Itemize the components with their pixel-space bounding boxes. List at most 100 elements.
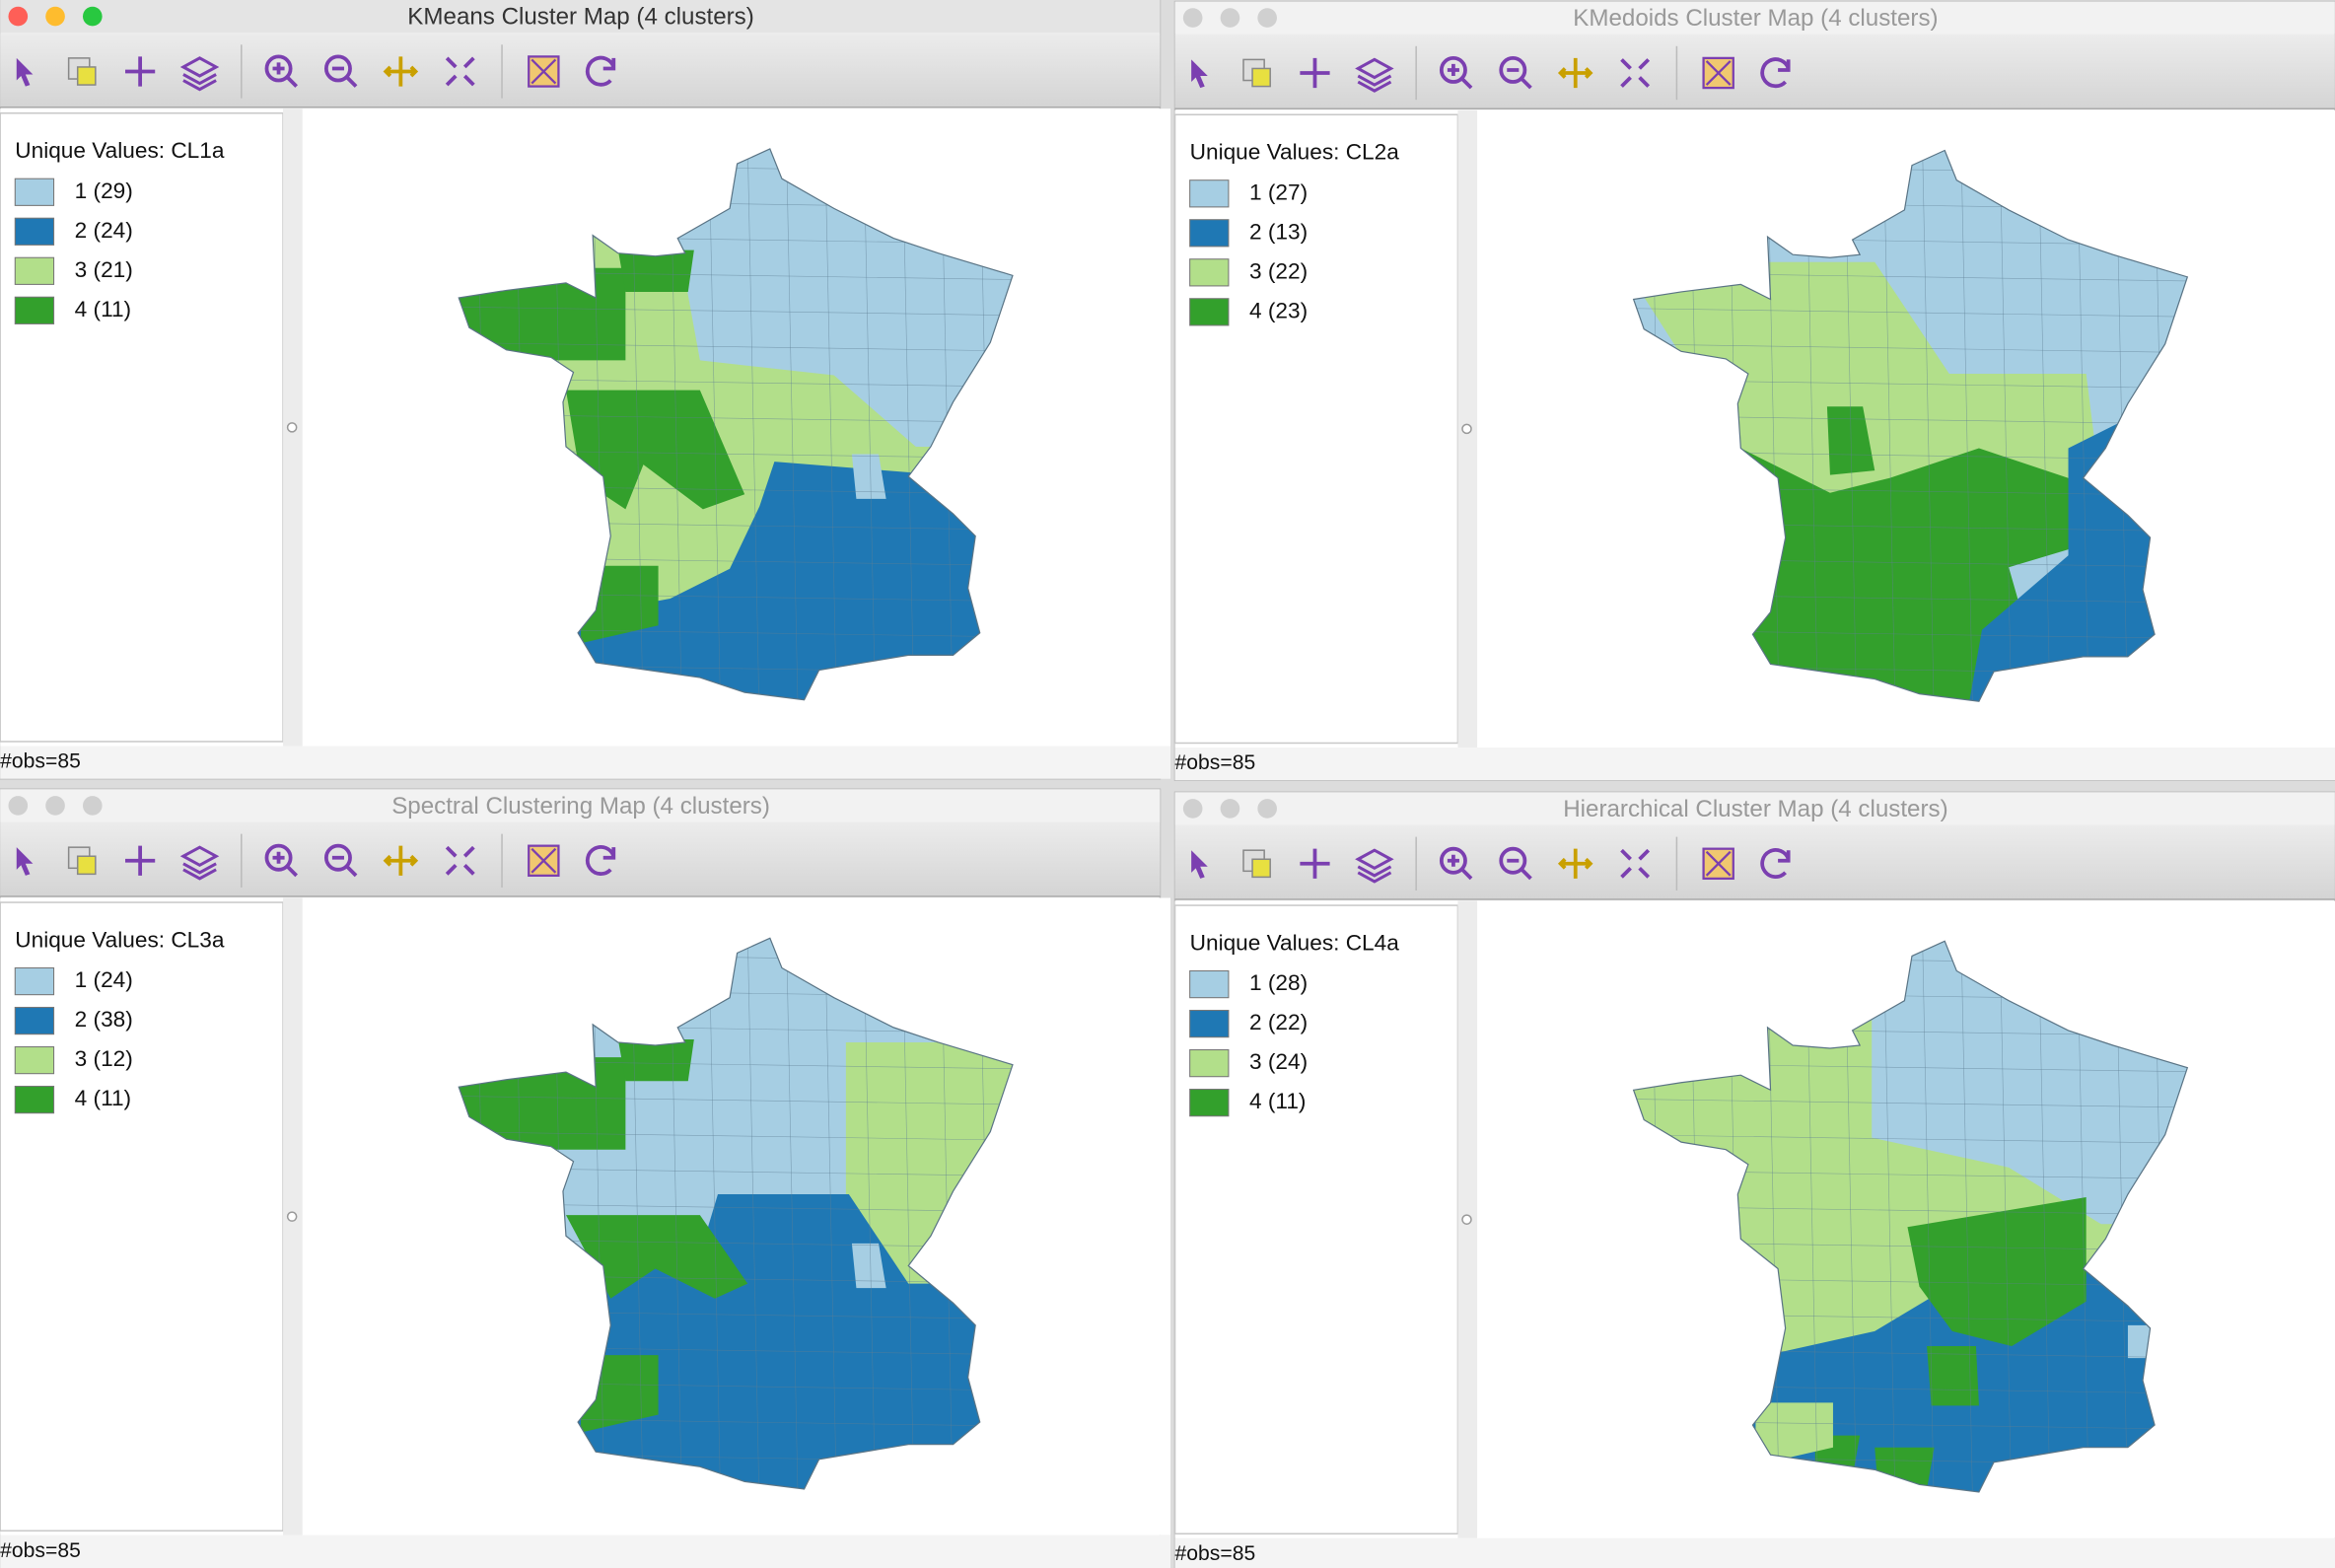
department-border — [1922, 941, 1935, 1492]
window-button[interactable] — [1220, 8, 1240, 28]
department-border — [459, 341, 1013, 352]
legend-swatch c3 — [14, 1085, 55, 1114]
icon — [1705, 60, 1732, 86]
window-button[interactable] — [1257, 799, 1277, 819]
map-region — [617, 1038, 694, 1082]
toolbar-button[interactable] — [1620, 848, 1651, 879]
legend-swatch c0 — [14, 178, 55, 206]
legend-swatch c2 — [1189, 258, 1230, 287]
toolbar-button[interactable] — [1620, 58, 1651, 88]
map-outline — [458, 937, 1014, 1490]
toolbar-button[interactable] — [1702, 56, 1734, 90]
icon — [16, 847, 34, 876]
window-button[interactable] — [1182, 799, 1203, 819]
toolbar-button[interactable] — [1300, 848, 1330, 879]
department-border — [2038, 150, 2051, 702]
toolbar-button[interactable] — [1300, 57, 1330, 89]
toolbar-button[interactable] — [445, 56, 475, 87]
icon — [323, 843, 352, 872]
icon — [1447, 854, 1473, 881]
department-border — [2038, 941, 2051, 1492]
splitter-grip[interactable] — [1461, 423, 1472, 435]
toolbar-button[interactable] — [179, 845, 220, 881]
window-button[interactable] — [1257, 8, 1277, 28]
toolbar-button[interactable] — [179, 56, 220, 92]
toolbar-button[interactable] — [1191, 59, 1208, 89]
department-border — [1767, 150, 1780, 702]
department-border — [1633, 1134, 2188, 1144]
icon — [1355, 848, 1394, 884]
icon — [1499, 56, 1527, 84]
legend-title: Unique Values: CL1a — [15, 138, 225, 163]
splitter-grip[interactable] — [286, 422, 298, 433]
toolbar-button[interactable] — [67, 846, 97, 876]
toolbar-button[interactable] — [67, 57, 97, 86]
toolbar-button[interactable] — [16, 847, 34, 876]
toolbar-button[interactable] — [1242, 58, 1271, 88]
cluster-map — [458, 148, 1014, 701]
toolbar-button[interactable] — [264, 54, 299, 88]
window-button[interactable] — [82, 6, 103, 27]
map-region — [617, 249, 694, 292]
department-border — [746, 148, 760, 700]
icon — [1507, 68, 1532, 90]
legend-panel — [1173, 904, 1459, 1535]
splitter-grip[interactable] — [1461, 1214, 1472, 1225]
icon — [179, 845, 220, 881]
icon — [264, 843, 293, 872]
toolbar-button[interactable] — [1557, 848, 1593, 879]
toolbar-button[interactable] — [1760, 848, 1791, 879]
toolbar-button[interactable] — [125, 56, 156, 87]
toolbar-button[interactable] — [1499, 56, 1532, 90]
toolbar-button[interactable] — [1439, 56, 1473, 90]
toolbar-button[interactable] — [1557, 57, 1593, 89]
toolbar-button[interactable] — [1191, 850, 1208, 879]
toolbar-button[interactable] — [1760, 57, 1791, 89]
map-region — [1927, 1346, 1979, 1406]
legend-label: 4 (11) — [1249, 1089, 1306, 1113]
department-border — [1999, 150, 2013, 702]
toolbar-button[interactable] — [383, 56, 419, 87]
toolbar-button[interactable] — [1499, 846, 1532, 881]
toolbar-button[interactable] — [1242, 849, 1271, 879]
toolbar-button[interactable] — [585, 55, 616, 87]
toolbar-button[interactable] — [264, 843, 299, 878]
legend-swatch c2 — [14, 1045, 55, 1075]
legend-swatch c1 — [1189, 219, 1230, 248]
toolbar-button[interactable] — [383, 845, 419, 876]
toolbar-button[interactable] — [528, 844, 560, 877]
icon — [1251, 67, 1271, 88]
toolbar-button[interactable] — [528, 55, 560, 88]
window-button[interactable] — [1220, 799, 1240, 819]
icon — [531, 847, 557, 874]
toolbar-button[interactable] — [585, 845, 616, 876]
title-bar — [0, 0, 1161, 34]
window: KMedoids Cluster Map (4 clusters) Unique … — [1173, 0, 2335, 781]
icon — [272, 62, 299, 88]
toolbar-button[interactable] — [323, 54, 358, 88]
splitter-grip[interactable] — [286, 1211, 298, 1222]
toolbar-button[interactable] — [1355, 57, 1394, 93]
status-bar — [0, 746, 1171, 779]
window-button[interactable] — [8, 796, 29, 816]
toolbar-button[interactable] — [445, 845, 475, 876]
window-button[interactable] — [1182, 8, 1203, 28]
window-button[interactable] — [82, 796, 103, 816]
toolbar-button[interactable] — [16, 57, 34, 87]
window-button[interactable] — [45, 6, 65, 27]
toolbar-button[interactable] — [1702, 847, 1734, 881]
icon — [1705, 850, 1732, 877]
toolbar-button[interactable] — [125, 845, 156, 876]
icon — [1191, 850, 1208, 879]
department-border — [1633, 1099, 2188, 1108]
title-bar — [0, 789, 1161, 822]
window-button[interactable] — [45, 796, 65, 816]
window-button[interactable] — [8, 6, 29, 27]
department-border — [1767, 941, 1780, 1492]
status-text: #obs=85 — [1175, 1542, 1256, 1565]
toolbar-button[interactable] — [323, 843, 358, 878]
department-border — [824, 148, 838, 700]
toolbar-button[interactable] — [1439, 846, 1473, 881]
toolbar-button[interactable] — [1355, 848, 1394, 884]
icon — [585, 55, 616, 87]
